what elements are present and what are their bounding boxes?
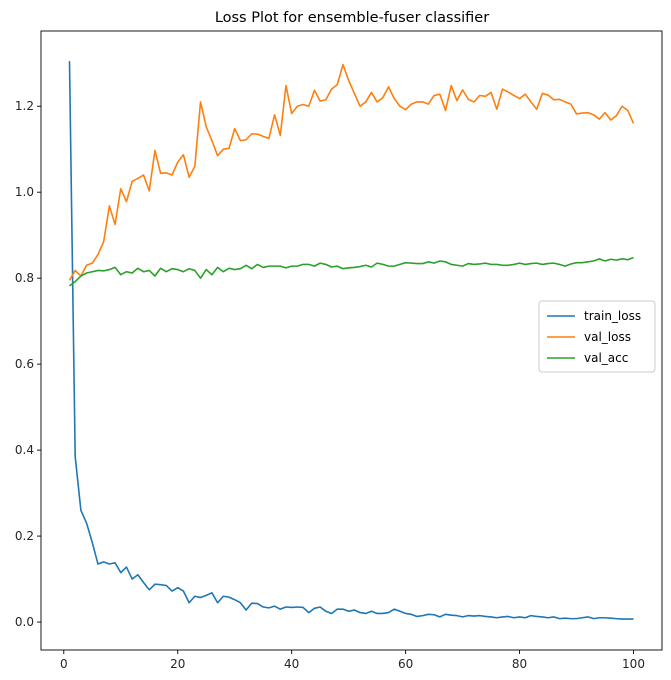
y-tick-label: 1.0 <box>15 185 34 199</box>
y-tick-label: 0.8 <box>15 271 34 285</box>
x-tick-label: 80 <box>512 657 527 671</box>
legend-label-val_acc: val_acc <box>584 351 628 365</box>
x-tick-label: 20 <box>170 657 185 671</box>
chart-title: Loss Plot for ensemble-fuser classifier <box>215 10 489 26</box>
axes-frame <box>40 30 663 651</box>
legend-box <box>538 300 656 373</box>
x-tick-label: 0 <box>60 657 68 671</box>
y-tick-label: 0.0 <box>15 615 34 629</box>
x-tick-label: 40 <box>284 657 299 671</box>
series-line-val_acc <box>69 256 634 287</box>
plot-area <box>68 61 635 620</box>
legend: train_loss val_loss val_acc <box>538 300 656 373</box>
x-tick-label: 60 <box>398 657 413 671</box>
series-line-val_loss <box>68 63 635 281</box>
axes: 0 20 40 60 80 100 0.0 0.2 0.4 0.6 0.8 1.0 1.2 <box>15 30 663 671</box>
legend-label-val_loss: val_loss <box>584 330 631 344</box>
y-tick-label: 0.6 <box>15 357 34 371</box>
y-tick-label: 1.2 <box>15 99 34 113</box>
series-line-train_loss <box>68 61 634 620</box>
y-tick-label: 0.2 <box>15 529 34 543</box>
legend-label-train_loss: train_loss <box>584 309 641 323</box>
y-tick-label: 0.4 <box>15 443 34 457</box>
x-tick-label: 100 <box>622 657 645 671</box>
